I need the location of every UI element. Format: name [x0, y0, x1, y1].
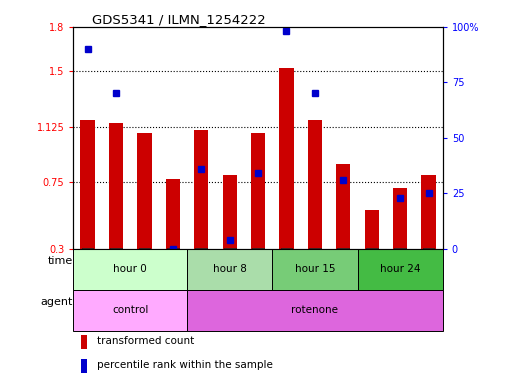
Text: GSM567536: GSM567536	[310, 249, 319, 304]
Bar	[335, 164, 349, 249]
Bar	[80, 120, 94, 249]
Text: GSM567535: GSM567535	[281, 249, 290, 304]
Bar	[392, 188, 407, 249]
Bar	[194, 131, 208, 249]
Text: hour 8: hour 8	[212, 264, 246, 274]
Text: GSM567521: GSM567521	[83, 249, 92, 304]
Text: GSM567540: GSM567540	[423, 249, 432, 304]
Bar	[73, 249, 187, 290]
Bar	[307, 120, 321, 249]
Bar	[187, 290, 442, 331]
Text: hour 0: hour 0	[113, 264, 147, 274]
Bar	[250, 133, 265, 249]
Text: GSM567532: GSM567532	[196, 249, 206, 304]
Text: time: time	[47, 256, 73, 266]
Bar	[279, 68, 293, 249]
Bar	[137, 133, 151, 249]
Text: GDS5341 / ILMN_1254222: GDS5341 / ILMN_1254222	[92, 13, 265, 26]
Text: percentile rank within the sample: percentile rank within the sample	[97, 360, 273, 370]
Text: agent: agent	[40, 297, 73, 307]
Bar	[421, 175, 435, 249]
Bar	[81, 336, 87, 349]
Text: GSM567523: GSM567523	[139, 249, 148, 304]
Text: rotenone: rotenone	[291, 305, 338, 315]
Text: hour 15: hour 15	[294, 264, 334, 274]
Bar	[272, 249, 357, 290]
Text: hour 24: hour 24	[379, 264, 420, 274]
Text: GSM567522: GSM567522	[111, 249, 120, 304]
Text: control: control	[112, 305, 148, 315]
Bar	[357, 249, 442, 290]
Text: transformed count: transformed count	[97, 336, 194, 346]
Text: GSM567539: GSM567539	[395, 249, 404, 304]
Bar	[364, 210, 378, 249]
Text: GSM567533: GSM567533	[225, 249, 234, 304]
Text: GSM567538: GSM567538	[367, 249, 376, 304]
Bar	[187, 249, 272, 290]
Bar	[73, 290, 187, 331]
Text: GSM567524: GSM567524	[168, 249, 177, 304]
Bar	[109, 123, 123, 249]
Text: GSM567537: GSM567537	[338, 249, 347, 304]
Bar	[222, 175, 236, 249]
Bar	[81, 359, 87, 373]
Text: GSM567534: GSM567534	[253, 249, 262, 304]
Bar	[166, 179, 180, 249]
